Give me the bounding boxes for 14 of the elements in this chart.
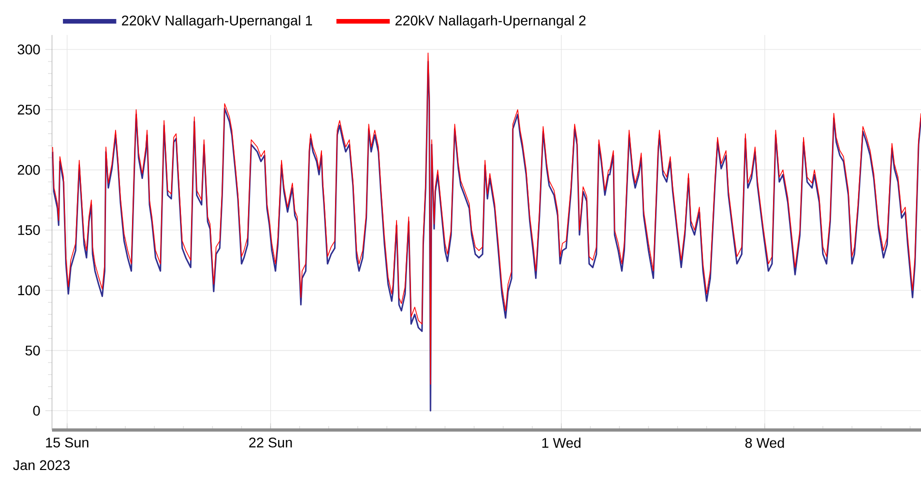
y-tick-label: 50 (25, 346, 40, 356)
x-tick-label: 22 Sun (249, 438, 292, 448)
y-tick-label: 100 (18, 285, 40, 296)
y-tick-label: 150 (18, 225, 40, 236)
legend-label: 220kV Nallagarh-Upernangal 2 (395, 15, 586, 28)
x-axis-title: Jan 2023 (13, 460, 70, 470)
x-tick-label: 15 Sun (46, 438, 88, 448)
x-tick-label: 8 Wed (745, 438, 784, 448)
legend-label: 220kV Nallagarh-Upernangal 1 (122, 15, 312, 28)
y-tick-label: 200 (18, 164, 40, 175)
x-tick-label: 1 Wed (542, 438, 580, 448)
y-tick-label: 0 (33, 406, 40, 416)
y-tick-label: 300 (18, 44, 40, 54)
y-tick-label: 250 (18, 104, 40, 115)
